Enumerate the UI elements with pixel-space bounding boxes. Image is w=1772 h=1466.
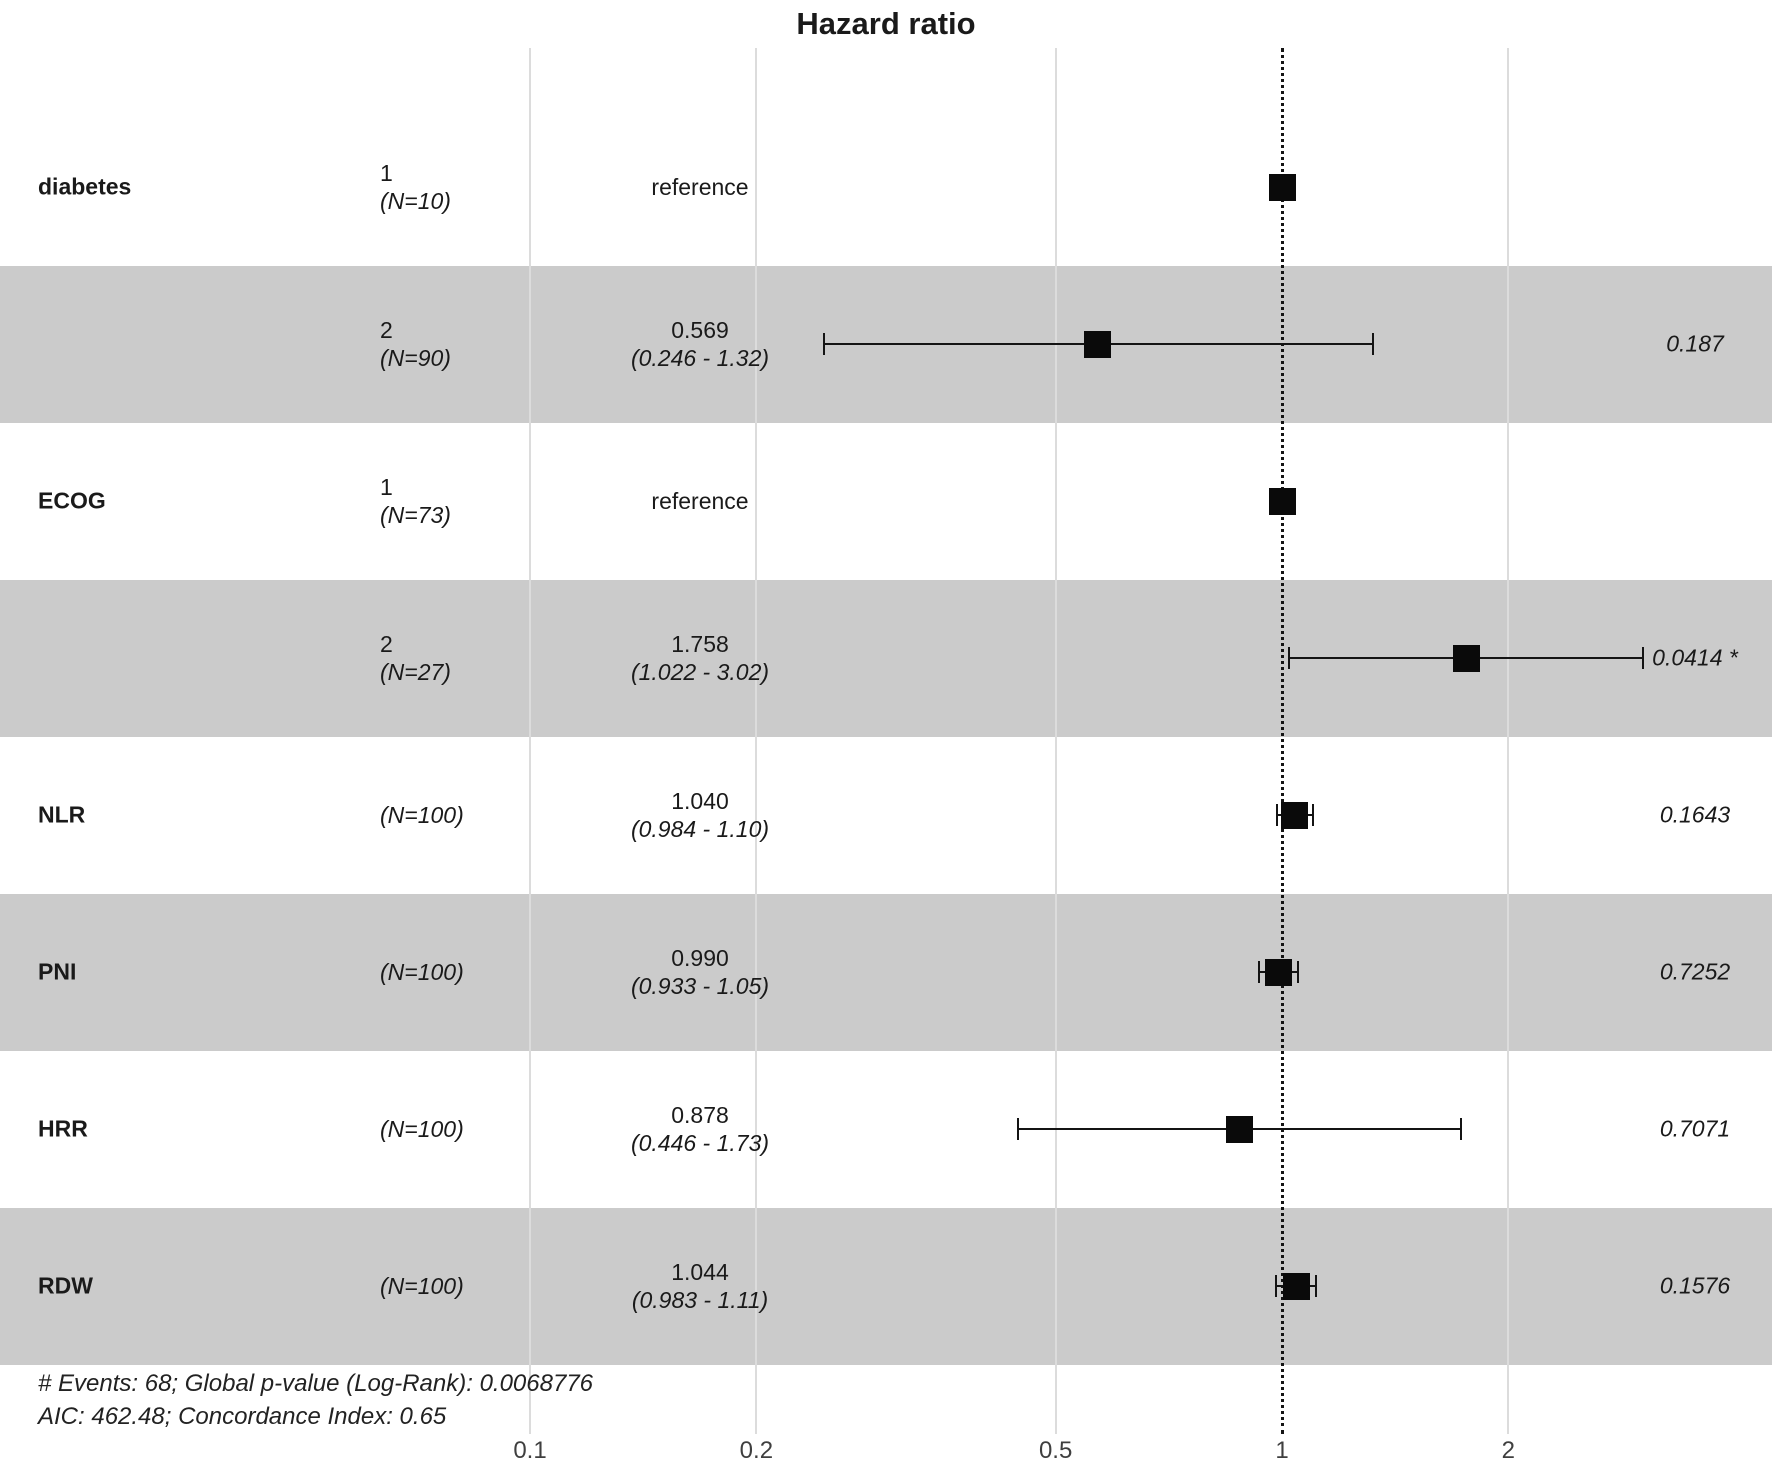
x-tick-label: 0.1 (513, 1437, 547, 1464)
variable-label: ECOG (38, 487, 106, 514)
reference-line (1280, 48, 1284, 1434)
x-gridline (1054, 48, 1057, 1434)
ci-lower-cap (1258, 961, 1261, 983)
x-tick-label: 1 (1275, 1437, 1289, 1464)
hazard-ratio-cell: 1.040 (0.984 - 1.10) (630, 788, 770, 842)
x-tick-label: 0.2 (739, 1437, 774, 1464)
ci-upper-cap (1315, 1275, 1318, 1297)
p-value-cell: 0.0414 * (1652, 644, 1738, 671)
ci-lower-cap (1275, 804, 1278, 826)
estimate-marker (1281, 801, 1309, 829)
level-n-cell: (N=100) (380, 1116, 464, 1142)
hazard-ratio-cell: 1.758 (1.022 - 3.02) (630, 631, 770, 685)
ci-upper-cap (1460, 1118, 1462, 1140)
x-gridline (529, 48, 531, 1434)
variable-label: PNI (38, 958, 77, 985)
p-value-cell: 0.7071 (1659, 1115, 1731, 1142)
variable-label: RDW (38, 1272, 93, 1299)
x-tick-label: 2 (1501, 1437, 1516, 1464)
estimate-marker (1265, 958, 1293, 986)
hazard-ratio-cell: reference (651, 488, 749, 514)
x-gridline (1507, 48, 1510, 1434)
estimate-marker (1452, 644, 1480, 672)
variable-label: diabetes (38, 173, 132, 200)
hazard-ratio-cell: reference (651, 174, 749, 200)
footnote-events-pvalue: # Events: 68; Global p-value (Log-Rank):… (38, 1370, 594, 1397)
ci-upper-cap (1312, 804, 1315, 826)
p-value-cell: 0.1643 (1659, 801, 1731, 828)
ci-lower-cap (822, 333, 825, 355)
variable-label: HRR (38, 1115, 88, 1142)
p-value-cell: 0.187 (1666, 330, 1724, 357)
level-n-cell: 2 (N=27) (380, 631, 451, 685)
hazard-ratio-cell: 0.990 (0.933 - 1.05) (630, 945, 770, 999)
ci-lower-cap (1275, 1275, 1278, 1297)
ci-lower-cap (1288, 647, 1291, 669)
estimate-marker (1226, 1115, 1253, 1143)
ci-upper-cap (1641, 647, 1644, 669)
ci-lower-cap (1017, 1118, 1020, 1140)
variable-label: NLR (38, 801, 86, 828)
row-shading-band (0, 893, 1772, 1051)
level-n-cell: (N=100) (380, 802, 464, 828)
estimate-marker (1268, 487, 1296, 515)
level-n-cell: 1 (N=10) (380, 160, 451, 214)
estimate-marker (1084, 330, 1112, 358)
p-value-cell: 0.1576 (1659, 1272, 1731, 1299)
ci-upper-cap (1296, 961, 1299, 983)
ci-upper-cap (1371, 333, 1374, 355)
hazard-ratio-cell: 0.878 (0.446 - 1.73) (630, 1102, 770, 1156)
chart-title: Hazard ratio (796, 6, 976, 41)
x-gridline (755, 48, 758, 1434)
x-tick-label: 0.5 (1038, 1437, 1073, 1464)
footnote-aic-concordance: AIC: 462.48; Concordance Index: 0.65 (38, 1403, 447, 1430)
row-shading-band (0, 1207, 1772, 1365)
hazard-ratio-cell: 0.569 (0.246 - 1.32) (630, 317, 770, 371)
level-n-cell: 2 (N=90) (380, 317, 451, 371)
p-value-cell: 0.7252 (1659, 958, 1731, 985)
level-n-cell: 1 (N=73) (380, 474, 451, 528)
level-n-cell: (N=100) (380, 959, 464, 985)
hazard-ratio-cell: 1.044 (0.983 - 1.11) (631, 1259, 769, 1313)
estimate-marker (1282, 1272, 1310, 1300)
level-n-cell: (N=100) (380, 1273, 464, 1299)
estimate-marker (1268, 173, 1296, 201)
